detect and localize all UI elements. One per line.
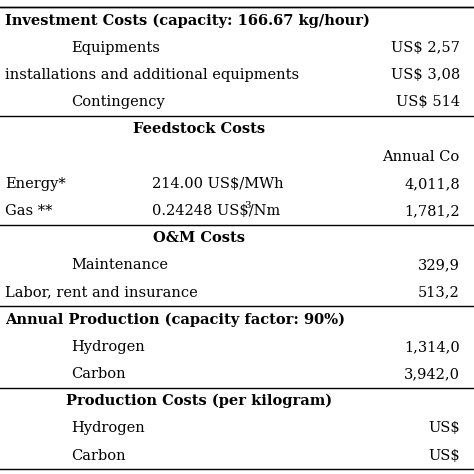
Text: 513,2: 513,2 — [418, 285, 460, 300]
Text: Equipments: Equipments — [71, 41, 160, 55]
Text: Carbon: Carbon — [71, 449, 126, 463]
Text: installations and additional equipments: installations and additional equipments — [5, 68, 299, 82]
Text: Carbon: Carbon — [71, 367, 126, 381]
Text: Maintenance: Maintenance — [71, 258, 168, 273]
Text: Energy*: Energy* — [5, 177, 65, 191]
Text: US$ 3,08: US$ 3,08 — [391, 68, 460, 82]
Text: Feedstock Costs: Feedstock Costs — [133, 122, 265, 137]
Text: 1,314,0: 1,314,0 — [404, 340, 460, 354]
Text: O&M Costs: O&M Costs — [153, 231, 245, 245]
Text: Annual Co: Annual Co — [383, 150, 460, 164]
Text: Labor, rent and insurance: Labor, rent and insurance — [5, 285, 198, 300]
Text: US$: US$ — [428, 421, 460, 436]
Text: 329,9: 329,9 — [418, 258, 460, 273]
Text: 0.24248 US$/Nm: 0.24248 US$/Nm — [152, 204, 280, 218]
Text: US$ 514: US$ 514 — [396, 95, 460, 109]
Text: 1,781,2: 1,781,2 — [404, 204, 460, 218]
Text: 214.00 US$/MWh: 214.00 US$/MWh — [152, 177, 283, 191]
Text: Hydrogen: Hydrogen — [71, 340, 145, 354]
Text: Contingency: Contingency — [71, 95, 165, 109]
Text: Hydrogen: Hydrogen — [71, 421, 145, 436]
Text: Annual Production (capacity factor: 90%): Annual Production (capacity factor: 90%) — [5, 312, 345, 327]
Text: Investment Costs (capacity: 166.67 kg/hour): Investment Costs (capacity: 166.67 kg/ho… — [5, 13, 370, 28]
Text: 4,011,8: 4,011,8 — [404, 177, 460, 191]
Text: 3: 3 — [244, 201, 251, 210]
Text: Production Costs (per kilogram): Production Costs (per kilogram) — [66, 394, 332, 409]
Text: US$: US$ — [428, 449, 460, 463]
Text: 3,942,0: 3,942,0 — [404, 367, 460, 381]
Text: Gas **: Gas ** — [5, 204, 52, 218]
Text: US$ 2,57: US$ 2,57 — [391, 41, 460, 55]
